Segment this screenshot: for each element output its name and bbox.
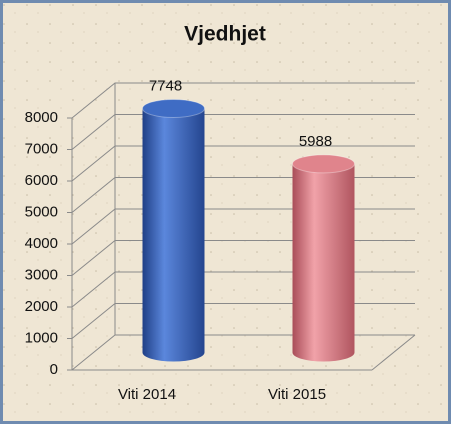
value-label: 7748 [149, 77, 182, 94]
x-tick-label: Viti 2014 [118, 386, 176, 403]
y-tick-label: 4000 [25, 235, 58, 252]
y-tick-label: 5000 [25, 203, 58, 220]
y-tick-label: 2000 [25, 298, 58, 315]
y-tick-label: 3000 [25, 266, 58, 283]
bar [292, 163, 355, 353]
y-tick-label: 7000 [25, 140, 58, 157]
floor-right [371, 334, 416, 371]
chart-title: Vjedhjet [184, 23, 266, 46]
grid-line [71, 82, 415, 119]
value-label: 5988 [299, 133, 332, 150]
y-tick-label: 1000 [25, 329, 58, 346]
y-tick-label: 0 [50, 361, 58, 378]
bar-top [292, 154, 355, 174]
grid-line [71, 114, 415, 150]
grid-line [71, 145, 415, 182]
bar-top [142, 98, 205, 118]
y-tick-label: 6000 [25, 172, 58, 189]
y-tick-label: 8000 [25, 109, 58, 126]
bar [142, 108, 205, 353]
x-tick-label: Viti 2015 [268, 386, 326, 403]
